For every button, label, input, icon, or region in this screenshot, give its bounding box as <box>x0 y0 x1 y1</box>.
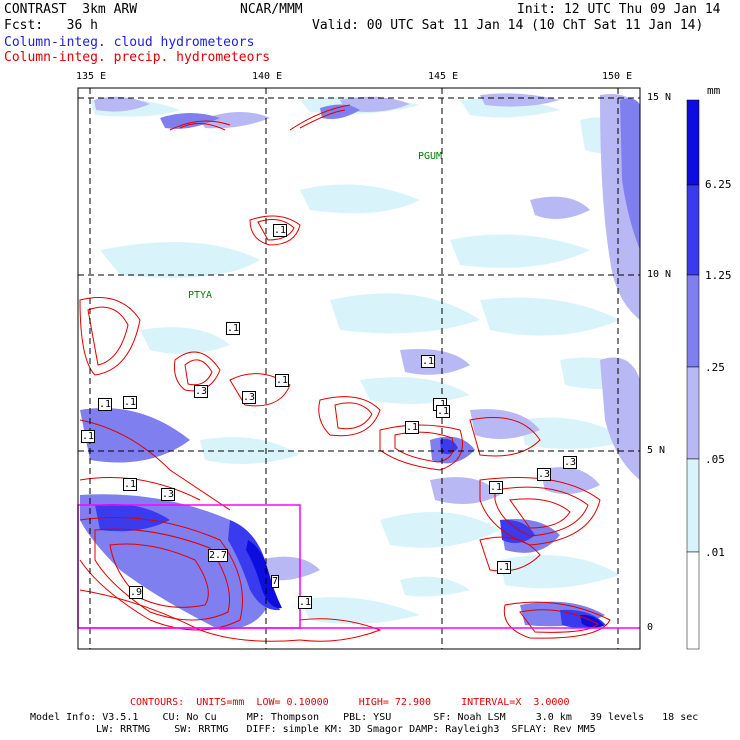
contour-label: .9 <box>129 586 144 599</box>
contour-label: .1 <box>98 398 113 411</box>
contour-label: .3 <box>563 456 578 469</box>
contour-label: .1 <box>273 224 288 237</box>
contour-info: CONTOURS: UNITS=mm LOW= 0.10000 HIGH= 72… <box>130 697 570 708</box>
legend-label: .25 <box>705 361 725 374</box>
contour-label: .3 <box>194 385 209 398</box>
legend-label: .05 <box>705 453 725 466</box>
valid-time: Valid: 00 UTC Sat 11 Jan 14 (10 ChT Sat … <box>312 18 704 33</box>
contour-label: .1 <box>421 355 436 368</box>
map-border <box>77 87 641 650</box>
field-precip-title: Column-integ. precip. hydrometeors <box>4 50 271 65</box>
lat-label: 15 N <box>647 92 672 103</box>
legend-colorbar <box>686 99 700 650</box>
lon-label: 140 E <box>252 71 283 82</box>
lat-label: 0 <box>647 622 654 633</box>
init-time: Init: 12 UTC Thu 09 Jan 14 <box>517 2 721 17</box>
contour-label: .1 <box>275 374 290 387</box>
contour-label: .1 <box>436 405 451 418</box>
contour-label: .1 <box>123 478 138 491</box>
legend-label: .01 <box>705 546 725 559</box>
contour-label: .1 <box>405 421 420 434</box>
forecast-hour: Fcst: 36 h <box>4 18 98 33</box>
model-info: Model Info: V3.5.1 CU: No Cu MP: Thompso… <box>30 712 699 723</box>
model-info-physics: LW: RRTMG SW: RRTMG DIFF: simple KM: 3D … <box>96 724 596 735</box>
contour-label: 2.7 <box>208 549 229 562</box>
station-label: PTYA <box>188 290 213 301</box>
lat-label: 5 N <box>647 445 666 456</box>
contour-label: .1 <box>81 430 96 443</box>
contour-label: 7 <box>271 575 280 588</box>
contour-label: .1 <box>298 596 313 609</box>
contour-label: .1 <box>123 396 138 409</box>
field-cloud-title: Column-integ. cloud hydrometeors <box>4 35 255 50</box>
contour-label: .1 <box>226 322 241 335</box>
lon-label: 145 E <box>428 71 459 82</box>
contour-label: .1 <box>489 481 504 494</box>
legend-label: 6.25 <box>705 178 732 191</box>
contour-label: .3 <box>537 468 552 481</box>
organization: NCAR/MMM <box>240 2 303 17</box>
station-label: PGUM <box>418 151 443 162</box>
lat-label: 10 N <box>647 269 672 280</box>
contour-label: .1 <box>497 561 512 574</box>
lat-lon-grid <box>78 88 640 649</box>
lon-label: 135 E <box>76 71 107 82</box>
legend-unit: mm <box>707 84 721 97</box>
legend-label: 1.25 <box>705 269 732 282</box>
model-title: CONTRAST 3km ARW <box>4 2 138 17</box>
contour-label: .3 <box>161 488 176 501</box>
cloud-hydrometeor-field <box>80 93 640 630</box>
contour-label: .3 <box>242 391 257 404</box>
lon-label: 150 E <box>602 71 633 82</box>
